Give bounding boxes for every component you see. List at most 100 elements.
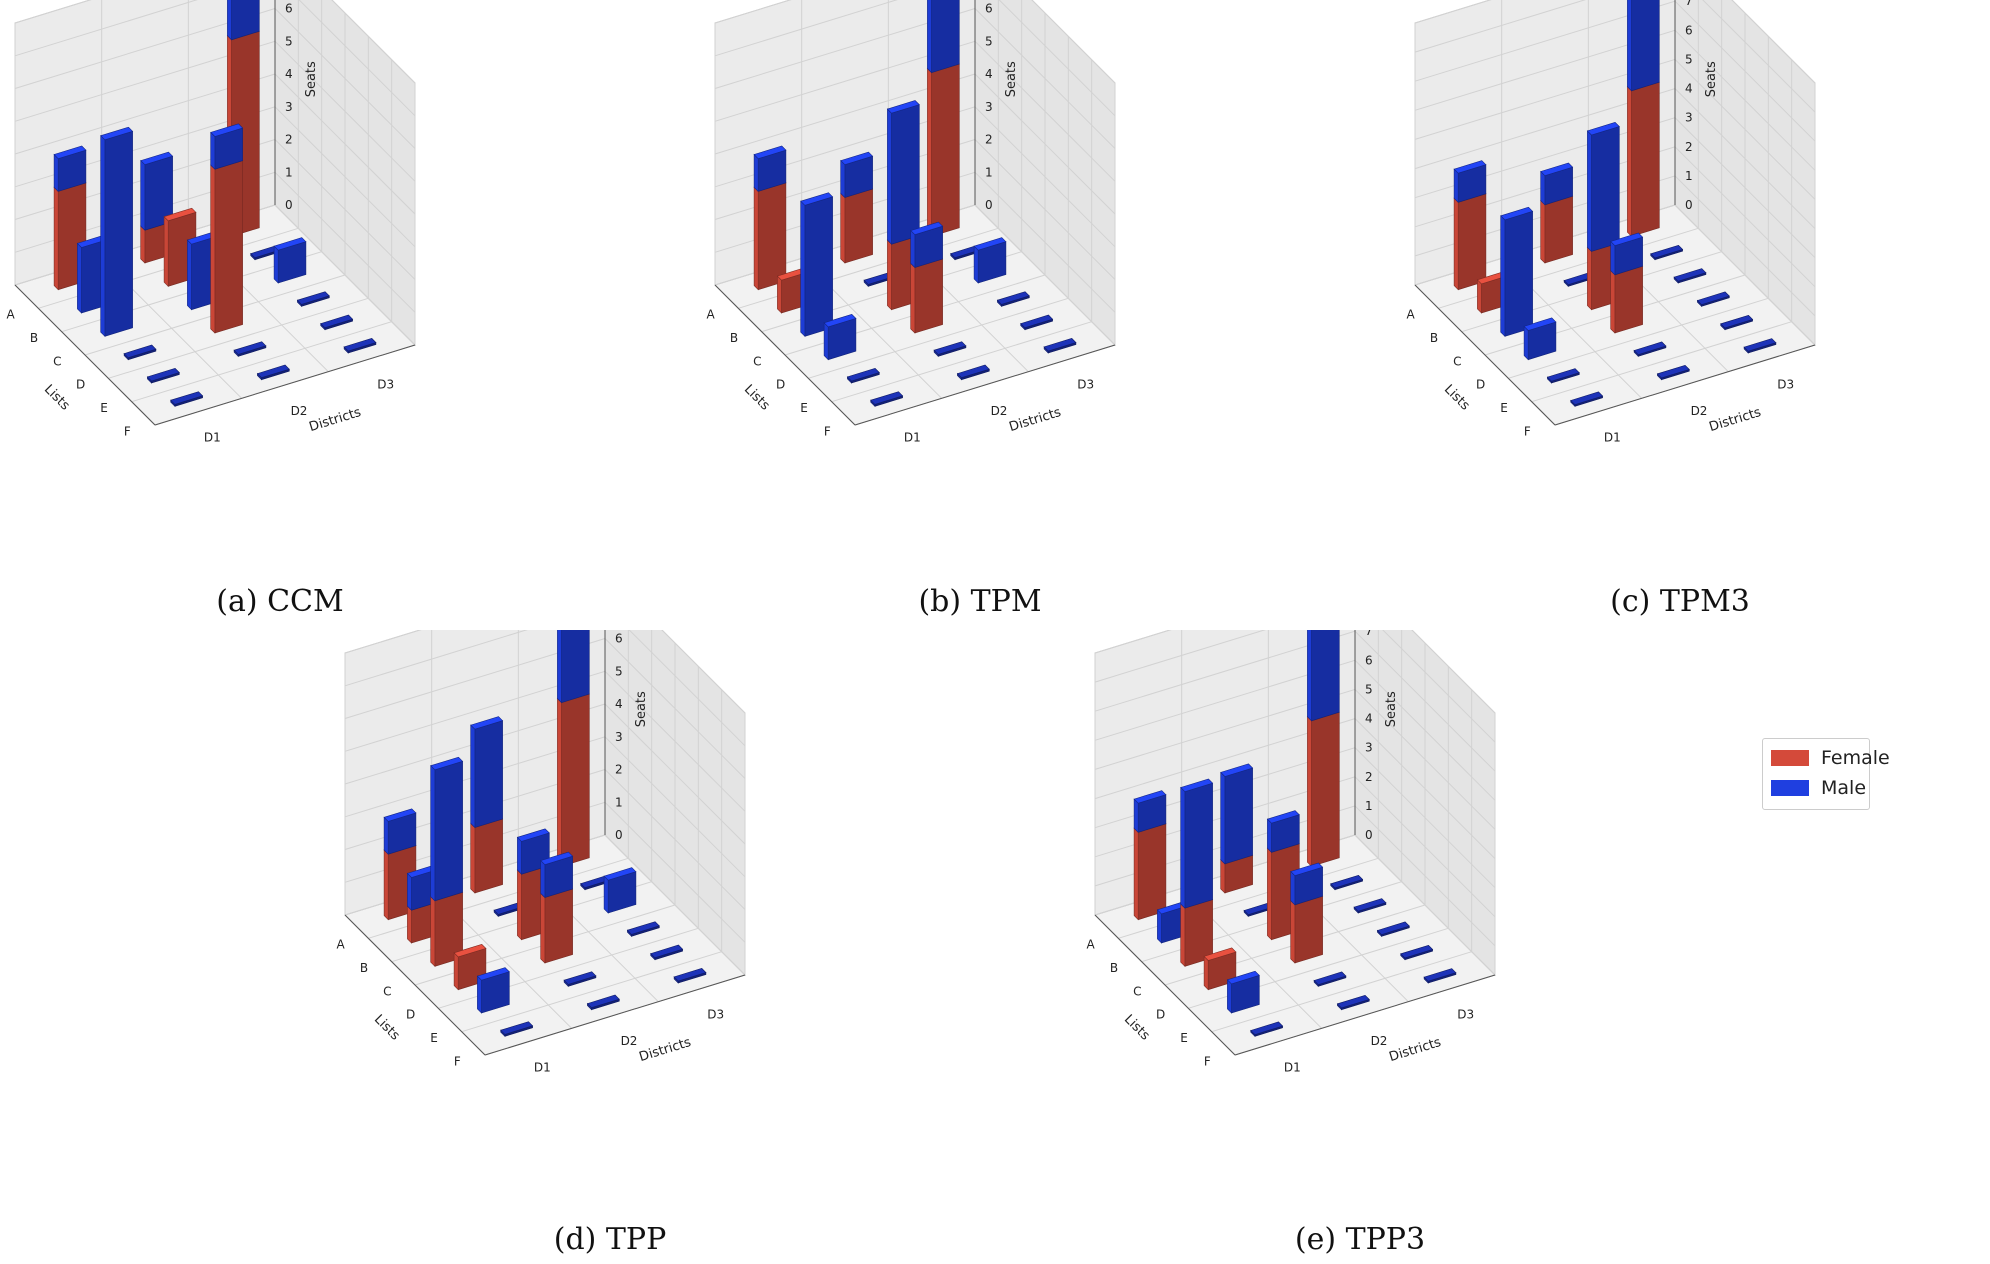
list-tick-B: B	[1110, 961, 1118, 975]
bar-top-face	[973, 237, 1007, 251]
bar-side-face	[1500, 215, 1506, 338]
chart-panel-tpp3: D1D2D3ABCDEF0123456789DistrictsListsSeat…	[1080, 630, 1640, 1257]
bar-side-face	[517, 869, 522, 941]
seats-tick-6: 6	[1365, 653, 1373, 667]
bar-side-face	[1227, 979, 1232, 1014]
district-tick-D2: D2	[291, 404, 308, 418]
bar-top-face	[1266, 810, 1300, 824]
bar-front-face	[1631, 81, 1660, 237]
bar-empty-D3-F	[673, 968, 707, 984]
list-tick-B: B	[30, 331, 38, 345]
bar-empty-D3-E	[1720, 314, 1754, 331]
floor-gridline	[808, 297, 1069, 379]
bar-front-face	[804, 196, 833, 337]
bar-top-face	[1500, 206, 1534, 221]
bar-side-face	[163, 215, 169, 288]
seats-axis-label: Seats	[304, 61, 319, 97]
chart-ccm: D1D2D3ABCDEF012345678DistrictsListsSeats	[7, 0, 416, 445]
bar-female-D1-A	[753, 178, 787, 291]
bar-side-face	[540, 892, 546, 964]
legend-label-female: Female	[1821, 747, 1890, 769]
lists-axis-line	[1094, 914, 1236, 1056]
bar-top-face	[910, 221, 944, 236]
districts-axis-line	[1234, 974, 1496, 1056]
bar-top-face	[1743, 338, 1777, 352]
bar-side-face	[823, 322, 829, 361]
bar-front-face	[1591, 126, 1620, 252]
z-gridline	[344, 630, 746, 747]
bar-empty-D2-F	[256, 364, 290, 381]
bar-male-D1-A	[383, 808, 417, 855]
bar-top-face	[430, 756, 464, 771]
list-tick-B: B	[360, 961, 368, 975]
bar-front-face	[1504, 210, 1533, 337]
seats-tick-0: 0	[285, 198, 293, 212]
bar-male-D2-A	[140, 151, 174, 231]
caption-tpm: (b) TPM	[918, 584, 1042, 619]
bar-male-D1-E	[476, 967, 510, 1014]
bar-top-face	[933, 341, 967, 355]
bar-male-D2-D	[210, 123, 244, 170]
floor-gridline	[108, 297, 369, 379]
bar-empty-D1-D	[123, 344, 157, 361]
bar-empty-D2-E	[933, 341, 967, 358]
district-tick-D2: D2	[1691, 404, 1708, 418]
bar-male-D3-A	[1307, 630, 1340, 722]
lists-axis-label: Lists	[1441, 382, 1473, 414]
bar-male-D1-C	[800, 192, 834, 338]
bar-male-D2-A	[1220, 763, 1254, 865]
bar-side-face	[1587, 246, 1592, 311]
seats-tick-4: 4	[1365, 712, 1373, 726]
seats-axis-label: Seats	[1384, 691, 1399, 727]
list-tick-E: E	[1180, 1031, 1188, 1045]
seats-axis-label: Seats	[1004, 61, 1019, 97]
list-tick-E: E	[100, 401, 108, 415]
bar-side-face	[840, 159, 846, 199]
bar-front-face	[1224, 767, 1253, 865]
lists-axis-line	[14, 284, 156, 426]
bar-side-face	[1453, 197, 1459, 291]
bar-empty-D3-E	[650, 944, 684, 961]
bar-female-D2-D	[910, 254, 944, 334]
bar-top-face	[886, 100, 920, 114]
bar-top-face	[753, 145, 787, 160]
bar-top-face	[1220, 763, 1254, 777]
list-tick-B: B	[730, 331, 738, 345]
bar-empty-D1-F	[1250, 1021, 1284, 1038]
districts-axis-label: Districts	[1707, 405, 1763, 435]
bar-empty-D2-F	[1656, 364, 1690, 381]
bar-top-face	[673, 968, 707, 982]
district-tick-D2: D2	[1371, 1034, 1388, 1048]
district-tick-D1: D1	[904, 431, 921, 445]
list-tick-A: A	[337, 938, 346, 952]
bar-front-face	[914, 258, 943, 334]
bar-top-face	[296, 291, 330, 305]
chart-tpp3: D1D2D3ABCDEF0123456789DistrictsListsSeat…	[1087, 630, 1496, 1075]
bar-male-D1-A	[753, 145, 787, 193]
bar-top-face	[320, 314, 354, 329]
caption-tpm3: (c) TPM3	[1610, 584, 1750, 619]
bar-top-face	[1290, 862, 1324, 877]
bar-empty-D3-B	[1650, 244, 1684, 261]
bar-side-face	[1180, 786, 1186, 909]
bar-side-face	[187, 239, 192, 311]
bar-side-face	[1540, 199, 1546, 264]
z-gridline	[14, 0, 416, 117]
bar-male-D1-C	[1500, 206, 1534, 338]
bar-side-face	[430, 895, 436, 968]
z-gridline	[714, 0, 1116, 117]
legend-swatch-male	[1771, 780, 1809, 796]
seats-tick-5: 5	[1365, 682, 1373, 696]
bar-side-face	[1610, 269, 1616, 334]
bar-empty-D3-D	[296, 291, 330, 308]
bar-front-face	[1184, 782, 1213, 909]
list-tick-C: C	[1453, 354, 1461, 368]
list-tick-A: A	[1087, 938, 1096, 952]
seats-tick-6: 6	[285, 2, 293, 16]
bar-empty-D3-F	[1743, 338, 1777, 354]
bar-male-D2-D	[540, 851, 574, 899]
list-tick-B: B	[1430, 331, 1438, 345]
bar-side-face	[777, 275, 782, 314]
bar-top-face	[1696, 291, 1730, 305]
bar-male-D1-A	[1453, 160, 1487, 204]
